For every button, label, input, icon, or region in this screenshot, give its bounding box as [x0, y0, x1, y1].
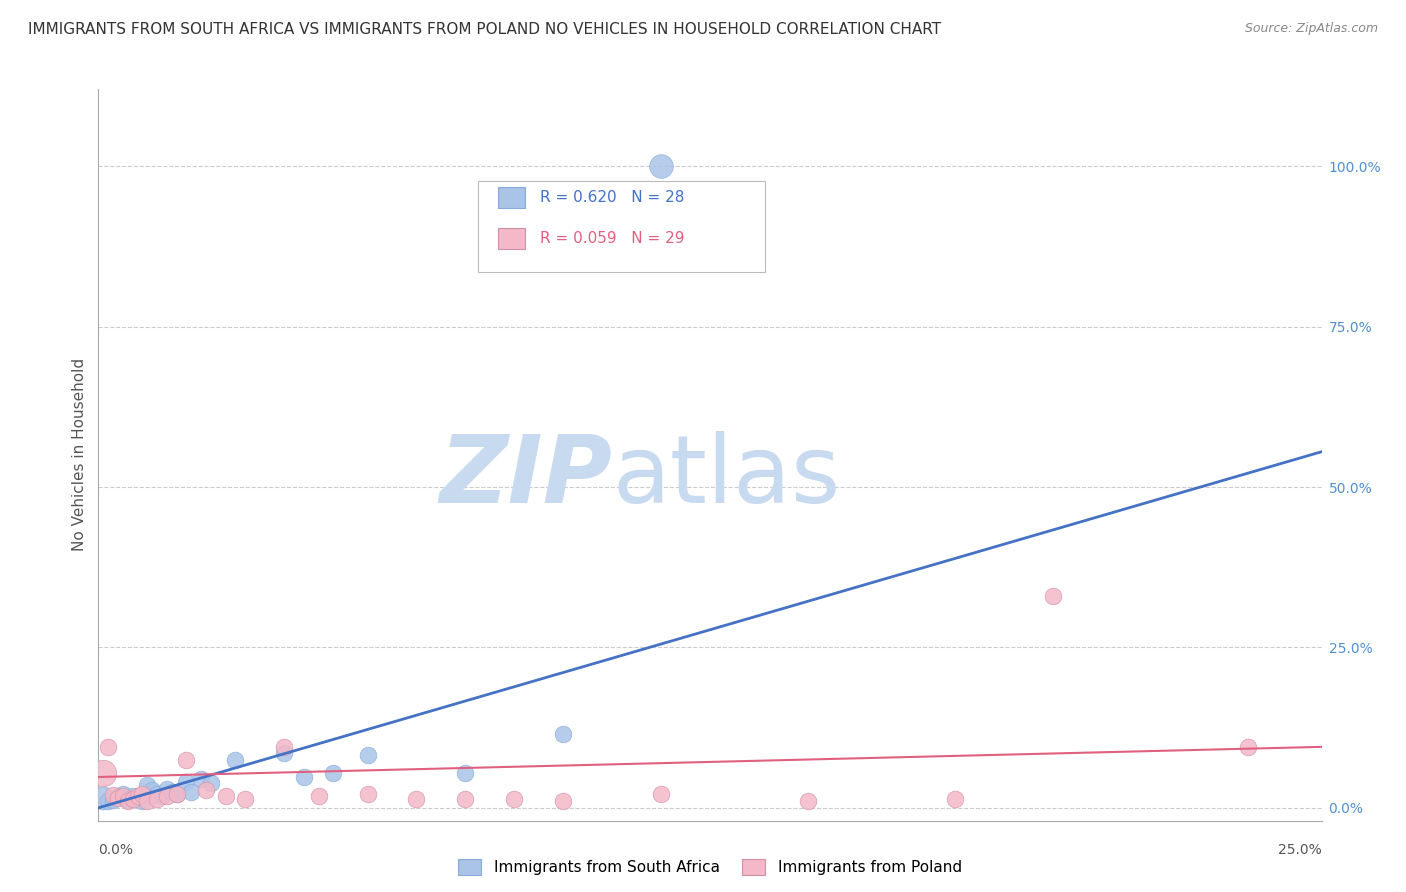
Point	[356, 787, 378, 801]
Point	[405, 792, 427, 806]
Point	[292, 770, 315, 784]
Point	[136, 778, 159, 792]
Point	[117, 794, 139, 808]
Point	[127, 791, 149, 805]
Point	[797, 794, 820, 808]
Text: 25.0%: 25.0%	[1278, 843, 1322, 856]
Point	[195, 782, 218, 797]
Point	[1237, 739, 1260, 754]
Point	[160, 785, 183, 799]
Text: atlas: atlas	[612, 431, 841, 523]
Text: R = 0.620   N = 28: R = 0.620 N = 28	[540, 190, 685, 205]
Point	[91, 791, 114, 805]
Point	[150, 789, 173, 804]
Point	[200, 776, 222, 790]
Point	[273, 746, 295, 760]
Point	[214, 789, 236, 804]
Point	[454, 792, 477, 806]
Point	[176, 775, 198, 789]
Text: ZIP: ZIP	[439, 431, 612, 523]
Point	[166, 787, 188, 801]
Y-axis label: No Vehicles in Household: No Vehicles in Household	[72, 359, 87, 551]
Point	[233, 792, 256, 806]
Point	[107, 789, 129, 804]
Point	[224, 753, 246, 767]
Point	[356, 748, 378, 763]
Point	[101, 793, 124, 807]
Text: IMMIGRANTS FROM SOUTH AFRICA VS IMMIGRANTS FROM POLAND NO VEHICLES IN HOUSEHOLD : IMMIGRANTS FROM SOUTH AFRICA VS IMMIGRAN…	[28, 22, 941, 37]
Point	[136, 794, 159, 808]
Point	[176, 753, 198, 767]
Text: 0.0%: 0.0%	[98, 843, 134, 856]
Text: Source: ZipAtlas.com: Source: ZipAtlas.com	[1244, 22, 1378, 36]
Point	[943, 792, 966, 806]
Point	[131, 787, 153, 801]
Point	[156, 781, 179, 796]
Point	[650, 159, 672, 173]
Point	[146, 792, 169, 806]
Point	[273, 739, 295, 754]
Point	[141, 782, 163, 797]
Point	[121, 789, 143, 804]
Point	[156, 789, 179, 804]
Point	[111, 787, 134, 801]
Text: R = 0.059   N = 29: R = 0.059 N = 29	[540, 231, 685, 245]
Bar	[498, 186, 526, 208]
Point	[117, 793, 139, 807]
FancyBboxPatch shape	[478, 180, 765, 272]
Point	[131, 794, 153, 808]
Point	[190, 772, 212, 786]
Point	[101, 788, 124, 802]
Point	[454, 765, 477, 780]
Point	[503, 792, 526, 806]
Point	[121, 792, 143, 806]
Point	[107, 791, 129, 805]
Point	[91, 765, 114, 780]
Point	[180, 785, 202, 799]
Point	[97, 739, 120, 754]
Point	[127, 789, 149, 804]
Bar	[498, 227, 526, 249]
Point	[308, 789, 330, 804]
Point	[553, 794, 575, 808]
Legend: Immigrants from South Africa, Immigrants from Poland: Immigrants from South Africa, Immigrants…	[458, 859, 962, 875]
Point	[111, 789, 134, 804]
Point	[553, 727, 575, 741]
Point	[650, 787, 672, 801]
Point	[322, 765, 344, 780]
Point	[1042, 589, 1064, 603]
Point	[97, 794, 120, 808]
Point	[166, 787, 188, 801]
Point	[146, 787, 169, 801]
